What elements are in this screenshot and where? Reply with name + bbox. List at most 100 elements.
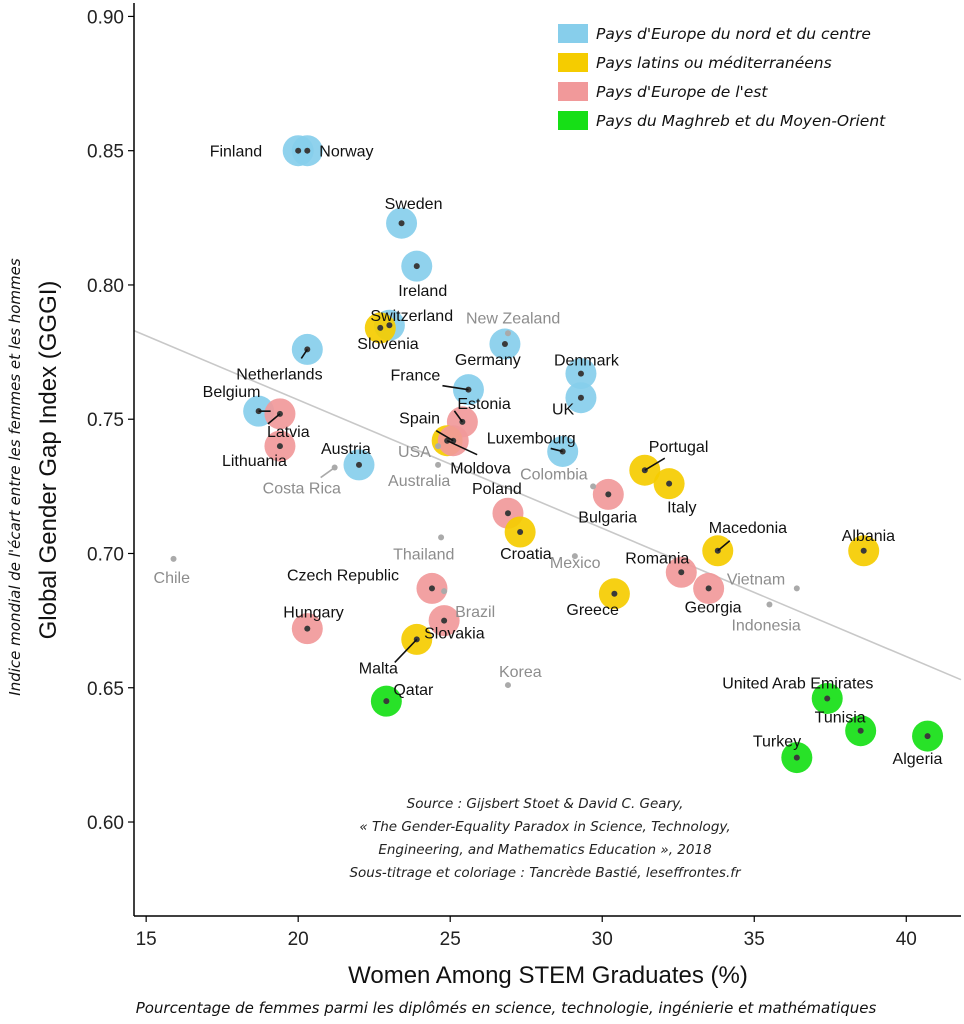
label-new-zealand: New Zealand (466, 310, 560, 327)
label-macedonia: Macedonia (709, 520, 787, 537)
label-hungary: Hungary (283, 605, 343, 622)
label-estonia: Estonia (457, 396, 510, 413)
legend-label-latin: Pays latins ou méditerranéens (596, 54, 832, 72)
x-tick-label: 25 (440, 929, 461, 950)
point-indonesia (766, 601, 773, 608)
label-united-arab-emirates: United Arab Emirates (722, 675, 873, 692)
legend-swatch-latin (558, 53, 588, 72)
leader-macedonia (717, 540, 731, 552)
label-croatia: Croatia (500, 546, 552, 563)
label-australia: Australia (388, 473, 450, 490)
label-brazil: Brazil (455, 604, 495, 621)
source-line: Source : Gijsbert Stoet & David C. Geary… (407, 796, 684, 812)
point-sweden (398, 220, 405, 227)
leader-latvia (267, 413, 281, 425)
label-denmark: Denmark (554, 353, 620, 370)
label-indonesia: Indonesia (731, 618, 800, 635)
x-tick-label: 35 (744, 929, 765, 950)
source-line: Sous-titrage et coloriage : Tancrède Bas… (349, 865, 742, 881)
leader-malta (394, 638, 418, 663)
label-slovakia: Slovakia (424, 626, 485, 643)
point-uk (577, 394, 584, 401)
label-moldova: Moldova (450, 461, 511, 478)
legend-label-north: Pays d'Europe du nord et du centre (596, 25, 871, 43)
y-tick-label: 0.70 (87, 544, 124, 565)
label-georgia: Georgia (685, 599, 742, 616)
label-bulgaria: Bulgaria (578, 509, 637, 526)
y-tick-label: 0.80 (87, 276, 124, 297)
source-note: Source : Gijsbert Stoet & David C. Geary… (349, 796, 742, 881)
label-colombia: Colombia (520, 466, 588, 483)
source-line: Engineering, and Mathematics Education »… (378, 842, 711, 858)
legend-label-east: Pays d'Europe de l'est (596, 83, 768, 101)
leader-netherlands (300, 348, 308, 359)
point-slovenia (377, 324, 384, 331)
label-spain: Spain (399, 411, 440, 428)
point-algeria (924, 733, 931, 740)
label-malta: Malta (359, 660, 398, 677)
leader-moldova (435, 430, 454, 442)
y-axis-title-fr: Indice mondial de l'écart entre les femm… (6, 258, 24, 696)
label-thailand: Thailand (393, 546, 454, 563)
label-lithuania: Lithuania (222, 453, 287, 470)
point-poland (504, 510, 511, 517)
label-italy: Italy (667, 500, 696, 517)
point-chile (170, 555, 177, 562)
point-brazil (441, 588, 448, 595)
point-germany (501, 341, 508, 348)
legend: Pays d'Europe du nord et du centre Pays l… (558, 24, 886, 130)
label-greece: Greece (566, 602, 619, 619)
label-algeria: Algeria (893, 751, 943, 768)
point-croatia (517, 529, 524, 536)
source-line: « The Gender-Equality Paradox in Science… (359, 819, 730, 835)
point-colombia (590, 483, 597, 490)
label-vietnam: Vietnam (727, 571, 785, 588)
trend-line (133, 329, 962, 681)
label-france: France (390, 368, 440, 385)
point-australia (435, 461, 442, 468)
x-tick-label: 20 (288, 929, 309, 950)
label-tunisia: Tunisia (815, 710, 866, 727)
point-italy (666, 480, 673, 487)
label-turkey: Turkey (753, 734, 801, 751)
plot-panel (134, 3, 961, 916)
label-uk: UK (552, 402, 575, 419)
legend-swatch-mena (558, 111, 588, 130)
leader-luxembourg (550, 447, 563, 453)
point-united-arab-emirates (824, 695, 831, 702)
point-switzerland (386, 322, 393, 329)
point-slovakia (441, 617, 448, 624)
x-tick-label: 40 (896, 929, 917, 950)
label-norway: Norway (319, 144, 373, 161)
point-ireland (413, 263, 420, 270)
x-axis-title: Women Among STEM Graduates (%) (348, 962, 748, 989)
point-georgia (705, 585, 712, 592)
point-thailand (438, 534, 445, 541)
leader-spain (446, 439, 478, 456)
y-tick-label: 0.60 (87, 813, 124, 834)
point-qatar (383, 698, 390, 705)
y-tick-label: 0.75 (87, 410, 124, 431)
point-turkey (793, 754, 800, 761)
label-chile: Chile (154, 570, 191, 587)
label-korea: Korea (499, 664, 542, 681)
point-bulgaria (605, 491, 612, 498)
legend-swatch-east (558, 82, 588, 101)
y-axis-title: Global Gender Gap Index (GGGI) (35, 281, 62, 640)
point-lithuania (276, 443, 283, 450)
y-tick-label: 0.65 (87, 679, 124, 700)
x-axis-title-fr: Pourcentage de femmes parmi les diplômés… (136, 999, 877, 1017)
leader-france (442, 384, 469, 391)
point-vietnam (793, 585, 800, 592)
leader-costa-rica (320, 466, 336, 479)
point-tunisia (857, 727, 864, 734)
label-romania: Romania (625, 550, 689, 567)
x-tick-label: 30 (592, 929, 613, 950)
label-slovenia: Slovenia (357, 336, 418, 353)
point-finland (295, 147, 302, 154)
label-ireland: Ireland (398, 283, 447, 300)
point-mexico (571, 553, 578, 560)
label-poland: Poland (472, 481, 522, 498)
label-switzerland: Switzerland (370, 308, 453, 325)
